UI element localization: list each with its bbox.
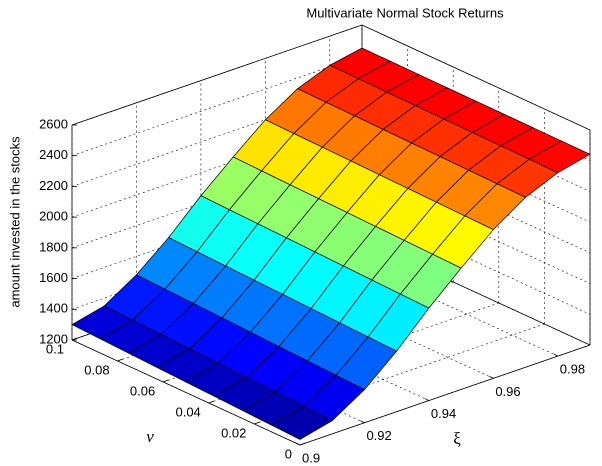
z-tick-label: 2200	[39, 178, 68, 193]
z-tick-label: 2000	[39, 209, 68, 224]
x-tick-label: 0.9	[302, 450, 320, 465]
axis-line	[71, 339, 301, 446]
tick-mark	[489, 375, 494, 379]
tick-mark	[208, 400, 214, 404]
y-tick-label: 0.02	[221, 425, 246, 440]
grid-line	[71, 55, 363, 156]
z-axis-label: amount invested in the stocks	[7, 136, 22, 308]
x-axis-label: ξ	[453, 429, 461, 448]
y-axis-label: ν	[146, 427, 154, 446]
tick-mark	[295, 442, 301, 446]
y-tick-label: 0.04	[175, 404, 200, 419]
z-tick-label: 2600	[39, 116, 68, 131]
z-tick-label: 1600	[39, 270, 68, 285]
tick-mark	[553, 353, 558, 357]
tick-mark	[71, 337, 78, 341]
box-edge	[71, 24, 363, 126]
x-tick-label: 0.92	[366, 428, 391, 443]
box-edge	[361, 24, 591, 131]
z-tick-label: 1800	[39, 239, 68, 254]
y-tick-label: 0.1	[46, 341, 64, 356]
x-tick-label: 0.98	[560, 362, 585, 377]
x-tick-label: 0.96	[495, 384, 520, 399]
tick-mark	[117, 358, 123, 362]
surface-patch	[270, 405, 333, 440]
tick-mark	[299, 442, 306, 446]
y-tick-label: 0	[285, 446, 292, 461]
z-tick-label: 1400	[39, 301, 68, 316]
tick-mark	[163, 379, 169, 383]
axis-line	[299, 344, 591, 446]
chart-title: Multivariate Normal Stock Returns	[306, 5, 504, 20]
tick-mark	[360, 420, 365, 424]
z-tick-label: 1200	[39, 331, 68, 346]
z-tick-label: 2400	[39, 147, 68, 162]
y-tick-label: 0.08	[84, 362, 109, 377]
grid-line	[329, 250, 558, 357]
x-tick-label: 0.94	[431, 406, 456, 421]
tick-mark	[254, 421, 260, 425]
y-tick-label: 0.06	[130, 383, 155, 398]
tick-mark	[424, 398, 430, 401]
